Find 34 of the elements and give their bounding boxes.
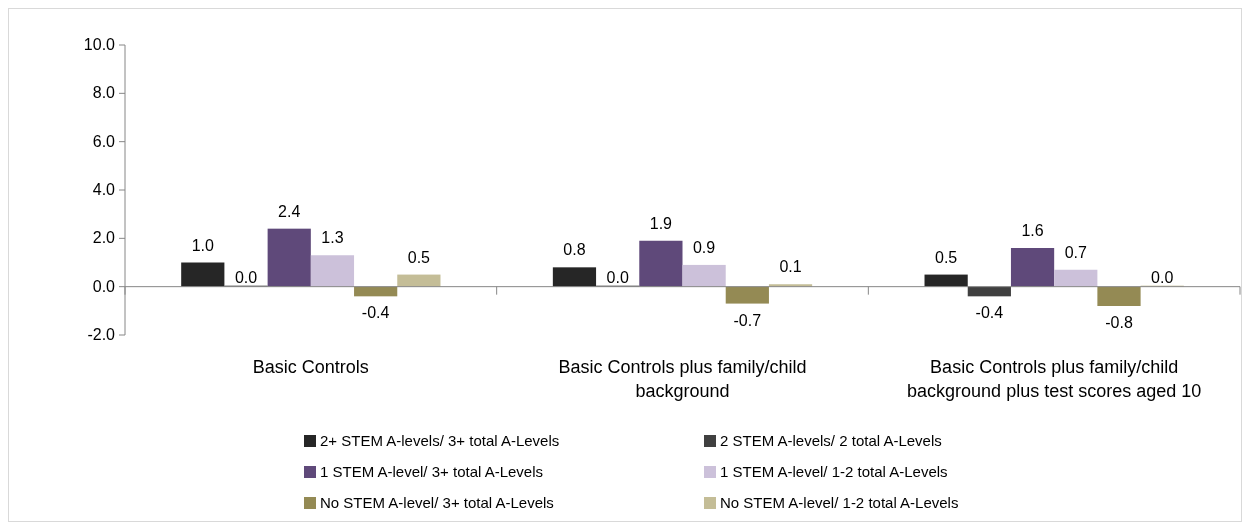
legend-label: 1 STEM A-level/ 3+ total A-Levels	[320, 463, 544, 480]
data-label: 0.5	[407, 248, 431, 266]
legend-label: No STEM A-level/ 3+ total A-Levels	[320, 494, 554, 511]
y-tick-label: 2.0	[92, 229, 116, 247]
y-tick-label: 4.0	[92, 181, 116, 198]
legend-label: 2+ STEM A-levels/ 3+ total A-Levels	[320, 432, 560, 449]
x-tick-label: Basic Controls plus family/child background	[558, 357, 807, 401]
data-label: 0.9	[692, 238, 716, 256]
legend-label: 1 STEM A-level/ 1-2 total A-Levels	[720, 463, 948, 480]
y-tick-label: 6.0	[92, 132, 116, 150]
data-label: 0.7	[1064, 243, 1087, 261]
data-label: 2.4	[278, 202, 301, 220]
data-label: -0.7	[733, 311, 762, 329]
legend-label: No STEM A-level/ 1-2 total A-Levels	[720, 494, 959, 511]
data-label: 0.0	[606, 268, 629, 286]
y-tick-label: -2.0	[87, 326, 116, 343]
data-label: 1.6	[1021, 222, 1044, 239]
data-label: 1.0	[191, 236, 215, 254]
data-label: -0.8	[1105, 314, 1133, 331]
data-label: -0.4	[975, 304, 1004, 322]
y-tick-label: 8.0	[92, 84, 116, 102]
legend-label: 2 STEM A-levels/ 2 total A-Levels	[720, 432, 942, 449]
data-label: 0.0	[234, 268, 258, 286]
y-tick-label: 10.0	[83, 36, 116, 53]
data-label: 0.5	[935, 248, 958, 266]
x-tick-label: Basic Controls	[252, 357, 369, 377]
data-label: 0.1	[779, 258, 802, 276]
data-label: 1.9	[649, 214, 673, 232]
data-label: 0.0	[1151, 268, 1174, 286]
data-label: -0.4	[361, 304, 390, 322]
data-label: 0.8	[563, 241, 586, 259]
x-tick-label: Basic Controls plus family/child background plus test scores aged 10	[907, 357, 1202, 401]
y-tick-label: 0.0	[92, 277, 116, 295]
data-label: 1.3	[321, 229, 344, 247]
